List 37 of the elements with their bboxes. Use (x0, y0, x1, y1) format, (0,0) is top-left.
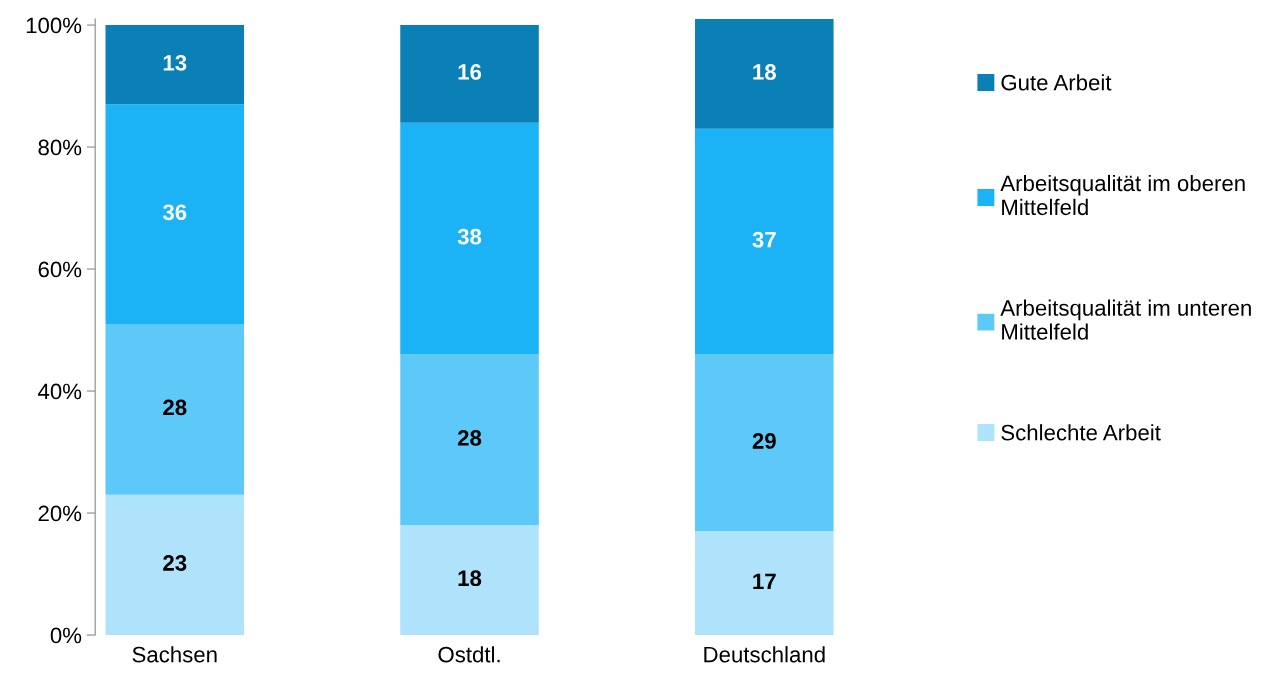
data-label: 16 (458, 64, 482, 80)
bar (695, 354, 834, 532)
legend-label: Schlechte Arbeit (1001, 424, 1161, 441)
y-tick-label: 60% (38, 261, 82, 278)
bar (105, 323, 245, 495)
bar (695, 128, 834, 355)
bar (400, 354, 539, 526)
legend-label: Arbeitsqualität im unteren Mittelfeld (1000, 299, 1251, 340)
legend-label: Gute Arbeit (1001, 74, 1112, 91)
bar (105, 25, 245, 105)
bar (695, 18, 834, 129)
bar (400, 122, 539, 355)
x-tick-label: Sachsen (132, 646, 217, 663)
x-tick-label: Deutschland (704, 646, 825, 663)
data-label: 37 (752, 231, 776, 248)
bar (695, 531, 834, 636)
data-label: 36 (162, 204, 187, 221)
y-tick-label: 100% (26, 17, 82, 34)
data-label: 13 (163, 54, 187, 71)
y-tick-label: 40% (38, 383, 82, 400)
bar (400, 525, 539, 636)
y-tick-label: 20% (38, 505, 82, 522)
y-tick-label: 0% (50, 627, 82, 644)
bar (400, 25, 539, 123)
legend-label: Arbeitsqualität im oberen Mittelfeld (1000, 174, 1245, 216)
bar (105, 494, 245, 636)
y-tick-label: 80% (38, 139, 82, 156)
x-tick-label: Ostdtl. (438, 646, 500, 663)
bar (105, 104, 245, 324)
data-label: 18 (753, 64, 776, 80)
data-label: 17 (753, 573, 776, 589)
data-label: 28 (163, 399, 187, 416)
data-label: 18 (458, 570, 482, 587)
data-label: 23 (163, 555, 187, 571)
data-label: 29 (752, 433, 776, 449)
data-label: 38 (457, 228, 482, 245)
data-label: 28 (457, 430, 482, 446)
